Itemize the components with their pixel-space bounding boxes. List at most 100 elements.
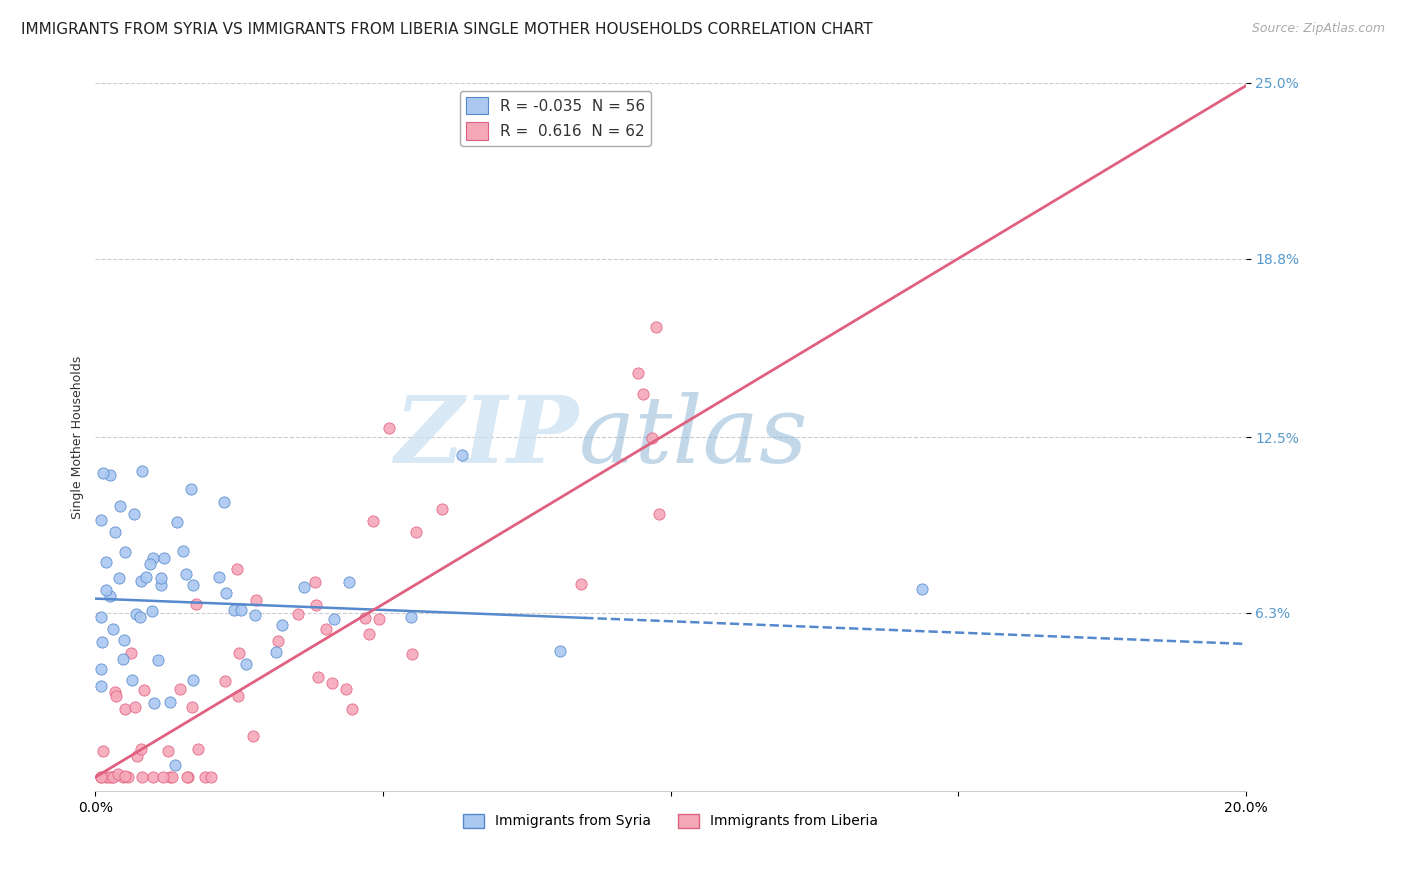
Point [117, 770, 139, 784]
Point [305, 598, 328, 612]
Point [181, 700, 204, 714]
Point [131, 770, 153, 784]
Text: Source: ZipAtlas.com: Source: ZipAtlas.com [1251, 22, 1385, 36]
Point [98, 589, 121, 603]
Point [548, 643, 571, 657]
Point [180, 482, 202, 496]
Point [378, 421, 401, 435]
Point [166, 516, 188, 530]
Point [194, 770, 217, 784]
Point [401, 647, 423, 661]
Point [242, 729, 264, 743]
Point [90, 513, 112, 527]
Point [91, 466, 114, 480]
Point [103, 622, 125, 636]
Point [911, 582, 934, 596]
Point [135, 570, 157, 584]
Point [648, 507, 671, 521]
Y-axis label: Single Mother Households: Single Mother Households [72, 356, 84, 519]
Point [200, 770, 222, 784]
Point [96, 770, 118, 784]
Point [124, 699, 146, 714]
Point [451, 448, 474, 462]
Point [157, 744, 180, 758]
Point [307, 670, 329, 684]
Point [120, 646, 142, 660]
Point [90, 770, 112, 784]
Point [105, 689, 128, 703]
Point [367, 612, 389, 626]
Point [181, 673, 204, 688]
Point [401, 610, 423, 624]
Point [342, 702, 364, 716]
Point [335, 681, 357, 696]
Point [271, 618, 294, 632]
Point [114, 702, 136, 716]
Text: atlas: atlas [578, 392, 808, 482]
Point [153, 550, 176, 565]
Point [160, 770, 183, 784]
Point [292, 580, 315, 594]
Point [641, 431, 664, 445]
Point [176, 770, 198, 784]
Point [143, 697, 166, 711]
Point [226, 562, 249, 576]
Point [101, 770, 124, 784]
Point [125, 749, 148, 764]
Point [139, 557, 162, 571]
Point [114, 544, 136, 558]
Point [146, 653, 169, 667]
Point [627, 366, 650, 380]
Point [214, 673, 236, 688]
Point [222, 603, 245, 617]
Point [94, 583, 117, 598]
Text: ZIP: ZIP [394, 392, 578, 482]
Point [104, 685, 127, 699]
Point [114, 769, 136, 783]
Point [129, 574, 152, 588]
Point [94, 555, 117, 569]
Point [90, 610, 112, 624]
Point [361, 514, 384, 528]
Point [405, 525, 427, 540]
Point [231, 603, 253, 617]
Point [245, 592, 267, 607]
Point [90, 679, 112, 693]
Point [315, 622, 337, 636]
Point [90, 662, 112, 676]
Point [359, 627, 381, 641]
Point [142, 770, 165, 784]
Point [304, 575, 326, 590]
Point [187, 742, 209, 756]
Point [159, 770, 181, 784]
Point [141, 604, 163, 618]
Point [228, 646, 250, 660]
Point [91, 635, 114, 649]
Legend: Immigrants from Syria, Immigrants from Liberia: Immigrants from Syria, Immigrants from L… [457, 808, 884, 834]
Point [101, 770, 124, 784]
Point [214, 586, 236, 600]
Point [569, 577, 592, 591]
Point [107, 767, 129, 781]
Point [149, 578, 172, 592]
Point [107, 571, 129, 585]
Point [169, 681, 191, 696]
Point [430, 501, 453, 516]
Point [131, 742, 153, 756]
Point [125, 607, 148, 621]
Point [214, 494, 236, 508]
Point [98, 468, 121, 483]
Point [91, 744, 114, 758]
Point [134, 682, 156, 697]
Point [122, 507, 145, 521]
Point [121, 673, 143, 687]
Point [644, 320, 666, 334]
Point [152, 770, 174, 784]
Point [112, 632, 135, 647]
Point [181, 578, 204, 592]
Point [339, 574, 361, 589]
Point [172, 543, 194, 558]
Point [267, 633, 290, 648]
Text: IMMIGRANTS FROM SYRIA VS IMMIGRANTS FROM LIBERIA SINGLE MOTHER HOUSEHOLDS CORREL: IMMIGRANTS FROM SYRIA VS IMMIGRANTS FROM… [21, 22, 873, 37]
Point [321, 676, 343, 690]
